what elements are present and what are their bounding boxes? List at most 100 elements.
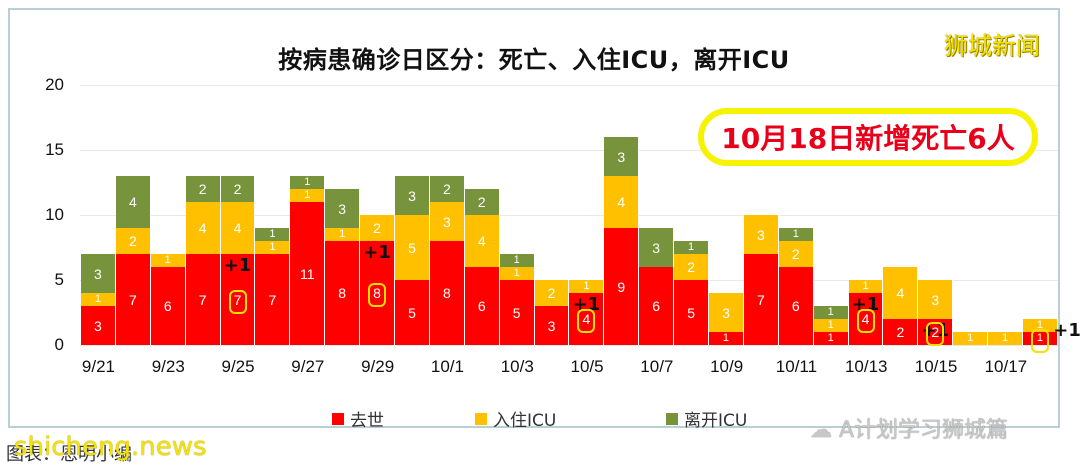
x-tick-label: 10/11: [775, 357, 818, 376]
stacked-bar: 4 1 +1: [848, 280, 884, 345]
bar-segment: 4: [848, 293, 883, 345]
x-tick-label: 10/9: [710, 357, 744, 376]
bar-segment: 6: [150, 267, 185, 345]
plus-one-annotation: +1: [223, 255, 252, 276]
legend-item-icu-discharged: 离开ICU: [666, 406, 747, 431]
site-watermark: shicheng.news: [14, 432, 207, 462]
bar-segment: 1: [499, 267, 534, 280]
gridline: [80, 215, 1058, 216]
stacked-bar: 1 1 +1: [1023, 319, 1080, 353]
bar-segment: 2: [464, 189, 499, 215]
x-tick-label: 9/29: [361, 357, 395, 376]
x-tick-label: 10/5: [570, 357, 604, 376]
gridline: [80, 85, 1058, 86]
bar-segment: 4: [883, 267, 918, 319]
bar-segment: 1: [81, 293, 115, 306]
bar-segment: 7: [220, 254, 255, 345]
x-tick-label: 10/13: [844, 357, 888, 376]
legend-label: 离开ICU: [684, 411, 748, 431]
bar-segment: 2: [883, 319, 918, 345]
x-tick-label: 10/15: [914, 357, 958, 376]
x-tick-label: 10/17: [984, 357, 1028, 376]
bar-segment: 1: [1023, 319, 1057, 332]
stacked-bar: 1: [988, 332, 1024, 345]
bar-segment: 1: [813, 319, 848, 332]
stacked-bar: 2 3 +1: [918, 280, 954, 346]
x-tick-label: 9/23: [151, 357, 185, 376]
bar-segment: 1: [674, 241, 709, 254]
x-tick-label: 10/7: [640, 357, 674, 376]
x-tick-label: 9/25: [221, 357, 255, 376]
legend-swatch-orange: [475, 412, 487, 425]
bar-segment: 2: [674, 254, 709, 280]
highlight-ring: [577, 309, 596, 333]
bar-segment: 7: [115, 254, 150, 345]
y-tick-label: 15: [45, 140, 64, 159]
plus-one-annotation: +1: [363, 242, 391, 263]
bar-segment: 3: [918, 280, 953, 319]
bar-segment: 5: [674, 280, 709, 345]
legend: 去世 入住ICU 离开ICU: [10, 406, 1058, 431]
stacked-bar: 4 1 +1: [569, 280, 605, 345]
bar-segment: 8: [325, 241, 360, 345]
highlight-ring: [368, 283, 387, 307]
bar-segment: 4: [220, 202, 255, 254]
bar-segment: 1: [290, 189, 325, 202]
bar-segment: 1: [255, 241, 290, 254]
highlight-ring: [926, 322, 945, 346]
legend-swatch-green: [666, 412, 678, 425]
bar-segment: 3: [81, 306, 115, 345]
legend-item-deaths: 去世: [332, 406, 384, 431]
bar-segment: 3: [325, 189, 360, 228]
bar-segment: 9: [604, 228, 639, 345]
y-tick-label: 10: [45, 205, 64, 224]
bar-segment: 2: [360, 215, 395, 241]
bar-segment: 2: [778, 241, 813, 267]
y-tick-label: 0: [54, 335, 64, 354]
legend-label: 入住ICU: [493, 411, 557, 431]
bar-segment: 2: [429, 176, 464, 202]
bar-segment: 5: [395, 280, 429, 345]
wechat-account-watermark: ☁ A计划学习狮城篇: [810, 412, 1008, 444]
bar-segment: 3: [534, 306, 569, 345]
plus-one-annotation: +1: [1053, 320, 1080, 341]
bar-segment: 1: [325, 228, 360, 241]
bar-segment: 4: [115, 176, 150, 228]
bar-segment: 6: [778, 267, 813, 345]
bar-segment: 8: [429, 241, 464, 345]
legend-item-icu-admitted: 入住ICU: [475, 406, 556, 431]
bar-segment: 3: [639, 228, 674, 267]
x-tick-label: 10/1: [430, 357, 464, 376]
bar-segment: 11: [290, 202, 325, 345]
bar-segment: 3: [604, 137, 639, 176]
bar-segment: 2: [185, 176, 220, 202]
x-tick-label: 9/21: [81, 357, 115, 376]
bar-segment: 6: [639, 267, 674, 345]
bar-segment: 3: [429, 202, 464, 241]
stacked-bar: 11 1 1: [290, 176, 326, 345]
chart-source: 图表：恩明小编: [6, 444, 132, 465]
death-callout: 10月18日新增死亡6人: [698, 108, 1038, 166]
bar-series: 3 1 3 7 2 4 6 1 7 4 2 7 4 2 +1 7 1 1 11 1 1 8 1 3 8 2 +1 5 5 3 8 3 2 6 4 2 5…: [80, 85, 1080, 353]
bar-segment: 3: [81, 254, 115, 293]
plot-area: 0 5 10 15 20 3 1 3 7 2 4 6 1 7 4 2 7 4 2 +1 7 1 1 11 1 1 8 1 3 8 2 +1 5…: [45, 75, 1080, 354]
bar-segment: 1: [813, 332, 848, 345]
bar-segment: 4: [464, 215, 499, 267]
legend-label: 去世: [350, 411, 384, 431]
brand-logo-text: 狮城新闻: [944, 32, 1040, 60]
bar-segment: 5: [395, 215, 429, 280]
